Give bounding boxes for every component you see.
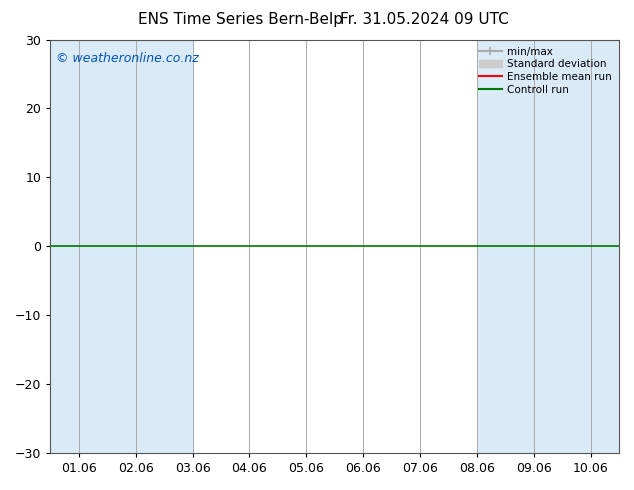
Bar (136, 40, 193, 453)
Bar (534, 40, 590, 453)
Text: © weatheronline.co.nz: © weatheronline.co.nz (56, 52, 199, 65)
Bar (477, 40, 534, 453)
Bar (79, 40, 136, 453)
Text: Fr. 31.05.2024 09 UTC: Fr. 31.05.2024 09 UTC (340, 12, 509, 27)
Text: ENS Time Series Bern-Belp: ENS Time Series Bern-Belp (138, 12, 344, 27)
Bar (590, 40, 619, 453)
Bar (50, 40, 79, 453)
Legend: min/max, Standard deviation, Ensemble mean run, Controll run: min/max, Standard deviation, Ensemble me… (477, 45, 614, 97)
